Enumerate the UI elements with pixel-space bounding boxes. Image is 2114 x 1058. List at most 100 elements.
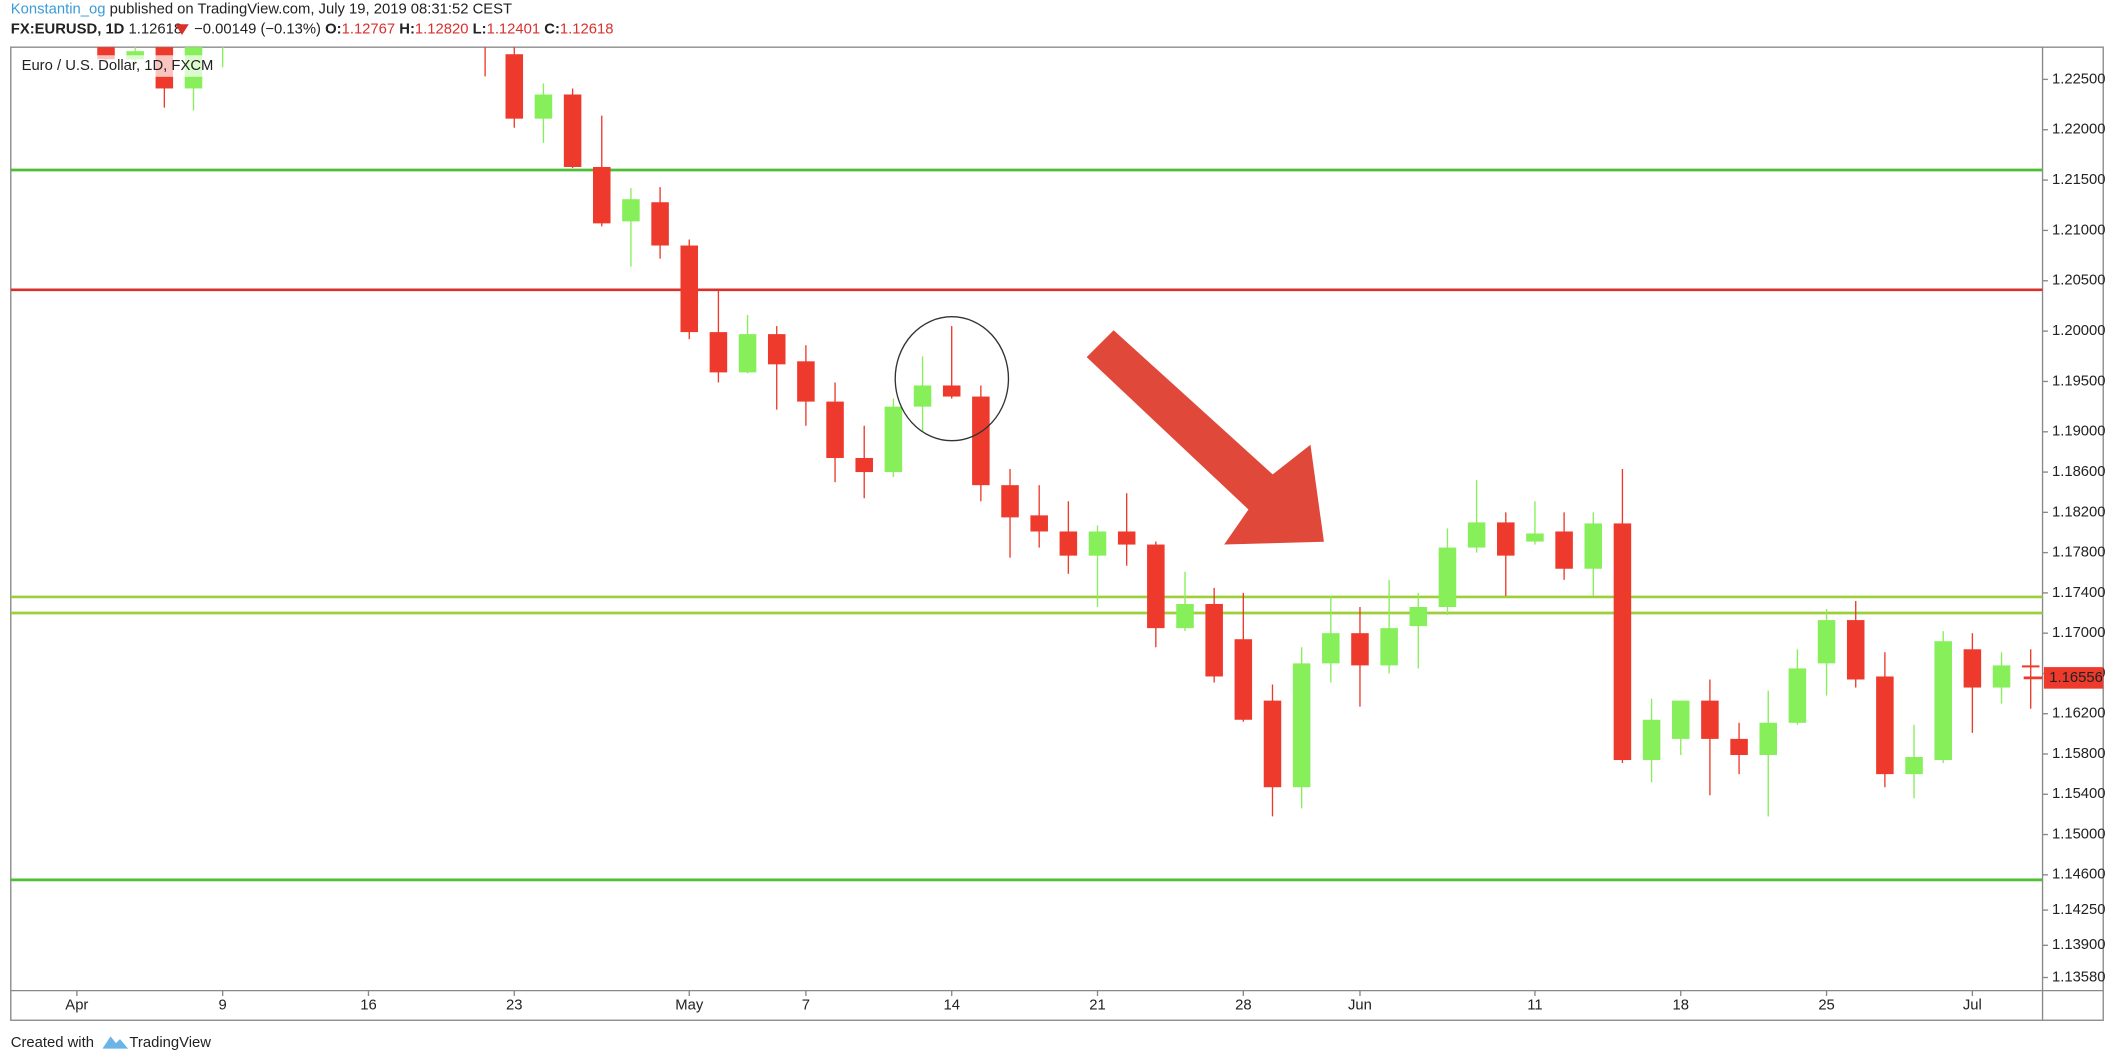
candle-body xyxy=(1030,515,1048,532)
candle-body xyxy=(563,94,582,167)
x-tick-label: 11 xyxy=(1527,997,1542,1013)
candle-body xyxy=(1788,668,1807,723)
candle-body xyxy=(767,334,786,365)
y-tick-label: 1.14600 xyxy=(2052,867,2106,883)
x-tick-label: 25 xyxy=(1818,997,1834,1013)
last: 1.12618 xyxy=(129,22,183,38)
y-tick-label: 1.13580 xyxy=(2052,969,2106,985)
candle-body xyxy=(1351,633,1369,666)
candle-body xyxy=(1322,633,1340,664)
candle-body xyxy=(1701,700,1719,739)
candle-body xyxy=(2021,665,2040,668)
y-tick-label: 1.14250 xyxy=(2052,902,2106,918)
candle-body xyxy=(1613,523,1632,761)
high: 1.12820 xyxy=(415,22,469,38)
symbol-line: FX:EURUSD, 1D 1.12618 xyxy=(11,22,182,38)
candle-body xyxy=(1176,603,1194,629)
close-label: C: xyxy=(544,22,560,38)
down-triangle xyxy=(175,24,189,36)
candle-body xyxy=(972,396,990,486)
candle-body xyxy=(1292,663,1311,788)
y-tick-label: 1.21000 xyxy=(2052,222,2106,238)
candle-body xyxy=(738,334,757,373)
candle-body xyxy=(1817,620,1836,664)
footer-brand[interactable]: TradingView xyxy=(129,1035,211,1051)
candle-body xyxy=(622,199,640,222)
candle-body xyxy=(1642,719,1661,761)
open: 1.12767 xyxy=(342,22,396,38)
plot-area: 1.22500 1.22000 1.21500 1.21000 1.20500 1.200… xyxy=(10,47,2106,1013)
candle-body xyxy=(1934,641,1952,761)
candle-body xyxy=(1584,523,1603,569)
candle-body xyxy=(1088,531,1107,556)
candle-body xyxy=(1001,485,1019,518)
x-tick-label: May xyxy=(675,997,704,1013)
x-tick-label: Jul xyxy=(1963,997,1982,1013)
y-tick-label: 1.19000 xyxy=(2052,424,2106,440)
candle-body xyxy=(680,245,699,333)
author[interactable]: Konstantin_og xyxy=(11,1,106,17)
high-label: H: xyxy=(399,22,415,38)
x-tick-label: 14 xyxy=(943,997,959,1013)
candle-body xyxy=(592,166,611,224)
candle-body xyxy=(1846,620,1865,680)
candle-body xyxy=(1234,639,1253,720)
y-tick-label: 1.15000 xyxy=(2052,826,2106,842)
candle-body xyxy=(1117,531,1136,545)
candle-body xyxy=(826,401,844,458)
chart-frame xyxy=(10,46,2104,1021)
y-tick-label: 1.15400 xyxy=(2052,786,2106,802)
candle-body xyxy=(797,361,815,402)
candle-body xyxy=(1409,606,1428,627)
y-tick-label: 1.17000 xyxy=(2052,625,2106,641)
candle-body xyxy=(1205,603,1223,677)
chart-title: Euro / U.S. Dollar, 1D, FXCM xyxy=(22,58,214,74)
y-tick-label: 1.13900 xyxy=(2052,937,2106,953)
y-tick-label: 1.18200 xyxy=(2052,504,2106,520)
candle-body xyxy=(1147,544,1165,629)
candle-body xyxy=(1876,676,1894,775)
candle-body xyxy=(1555,531,1573,569)
y-tick-label: 1.21500 xyxy=(2052,172,2106,188)
candle-body xyxy=(505,54,524,119)
candle-body xyxy=(1730,738,1748,756)
x-tick-label: 21 xyxy=(1089,997,1105,1013)
candle-body xyxy=(942,385,961,397)
candle-body xyxy=(1759,722,1778,756)
candle-body xyxy=(709,332,728,373)
ohlc-line: −0.00149 (−0.13%) O:1.12767 H:1.12820 L:… xyxy=(194,22,613,38)
candle-body xyxy=(1963,649,1982,688)
candle-body xyxy=(1380,628,1398,666)
y-tick-label: 1.16200 xyxy=(2052,706,2106,722)
published: published on TradingView.com, July 19, 2… xyxy=(110,1,512,17)
x-tick-label: Jun xyxy=(1348,997,1372,1013)
low-label: L: xyxy=(473,22,487,38)
last-price-label: 1.16556 xyxy=(2049,670,2103,686)
candle-body xyxy=(884,406,903,473)
legend-bg xyxy=(16,55,214,77)
low: 1.12401 xyxy=(487,22,541,38)
x-tick-label: 28 xyxy=(1235,997,1251,1013)
x-tick-label: 7 xyxy=(802,997,810,1013)
brand-logo xyxy=(102,1036,129,1049)
y-tick-label: 1.22000 xyxy=(2052,122,2106,138)
candle-body xyxy=(913,385,932,407)
y-tick-label: 1.17400 xyxy=(2052,585,2106,601)
open-label: O: xyxy=(325,22,341,38)
candle-body xyxy=(1671,700,1690,739)
y-tick-label: 1.15800 xyxy=(2052,746,2106,762)
x-tick-label: 9 xyxy=(219,997,227,1013)
y-tick-label: 1.20500 xyxy=(2052,273,2106,289)
y-tick-label: 1.22500 xyxy=(2052,71,2106,87)
candle-body xyxy=(1497,522,1515,556)
y-tick-label: 1.18600 xyxy=(2052,464,2106,480)
footer-created: Created with xyxy=(11,1035,94,1051)
candle-body xyxy=(1992,665,2011,688)
header-line: Konstantin_og published on TradingView.c… xyxy=(11,1,512,17)
x-tick-label: 16 xyxy=(360,997,376,1013)
candle-body xyxy=(1438,547,1457,607)
arrow xyxy=(1086,330,1324,545)
highlight-circle xyxy=(894,316,1010,442)
